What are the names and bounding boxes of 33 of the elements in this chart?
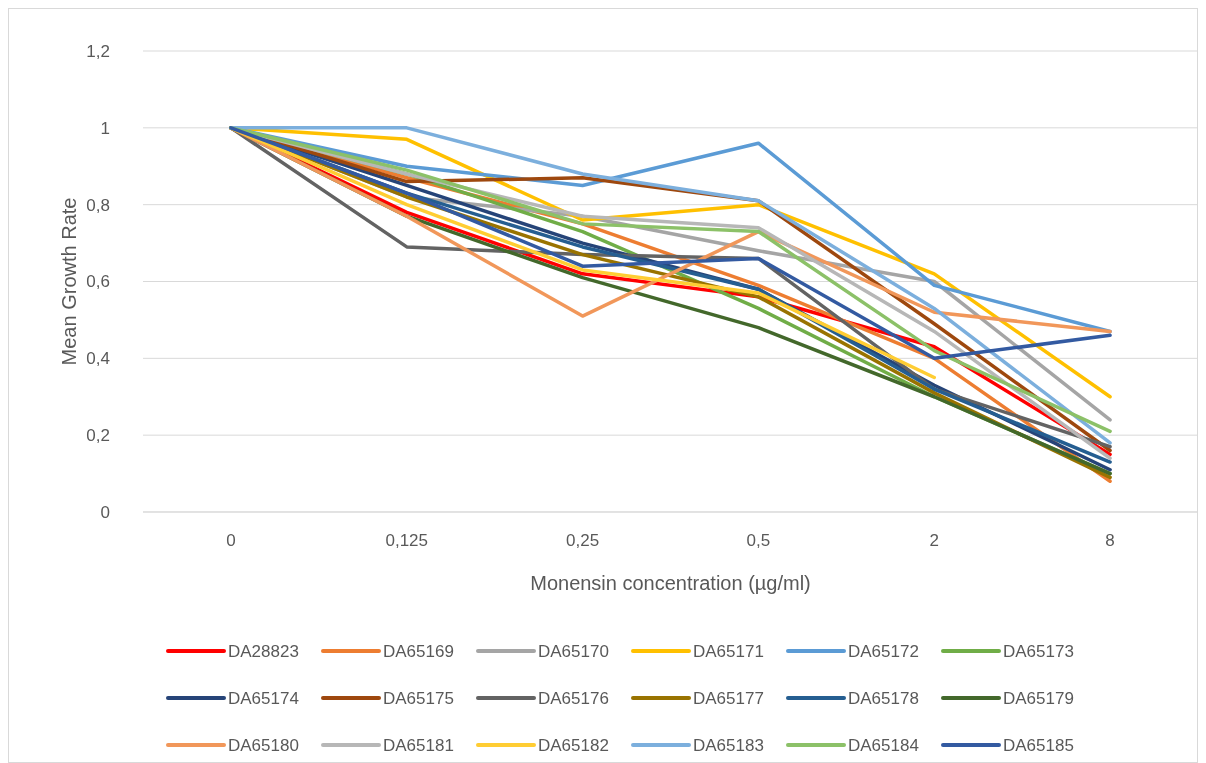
x-tick-label: 8 [1105, 531, 1115, 550]
legend-label: DA65185 [1003, 735, 1074, 755]
legend-label: DA65177 [693, 688, 764, 708]
y-tick-label: 0,2 [86, 426, 110, 446]
legend-label: DA65172 [848, 641, 919, 661]
legend-label: DA65174 [228, 688, 299, 708]
y-tick-label: 1 [100, 118, 110, 138]
y-tick-label: 0,4 [86, 349, 110, 369]
y-tick-label: 0,6 [86, 272, 110, 292]
legend-label: DA65178 [848, 688, 919, 708]
legend-label: DA65182 [538, 735, 609, 755]
legend-label: DA65183 [693, 735, 764, 755]
y-tick-label: 0,8 [86, 195, 110, 215]
legend-label: DA65169 [383, 641, 454, 661]
legend-label: DA28823 [228, 641, 299, 661]
legend-label: DA65176 [538, 688, 609, 708]
y-axis-title: Mean Growth Rate [58, 197, 80, 366]
legend-label: DA65180 [228, 735, 299, 755]
legend-label: DA65179 [1003, 688, 1074, 708]
y-tick-label: 0 [100, 502, 110, 522]
x-tick-label: 2 [929, 531, 939, 550]
legend-label: DA65175 [383, 688, 454, 708]
x-tick-label: 0 [226, 531, 236, 550]
legend-label: DA65171 [693, 641, 764, 661]
x-tick-label: 0,5 [746, 531, 771, 550]
x-tick-label: 0,25 [566, 531, 600, 550]
legend-label: DA65181 [383, 735, 454, 755]
legend-label: DA65173 [1003, 641, 1074, 661]
y-tick-label: 1,2 [86, 41, 110, 61]
x-axis-title: Monensin concentration (µg/ml) [530, 572, 811, 594]
x-tick-label: 0,125 [385, 531, 429, 550]
legend-label: DA65184 [848, 735, 919, 755]
legend-label: DA65170 [538, 641, 609, 661]
